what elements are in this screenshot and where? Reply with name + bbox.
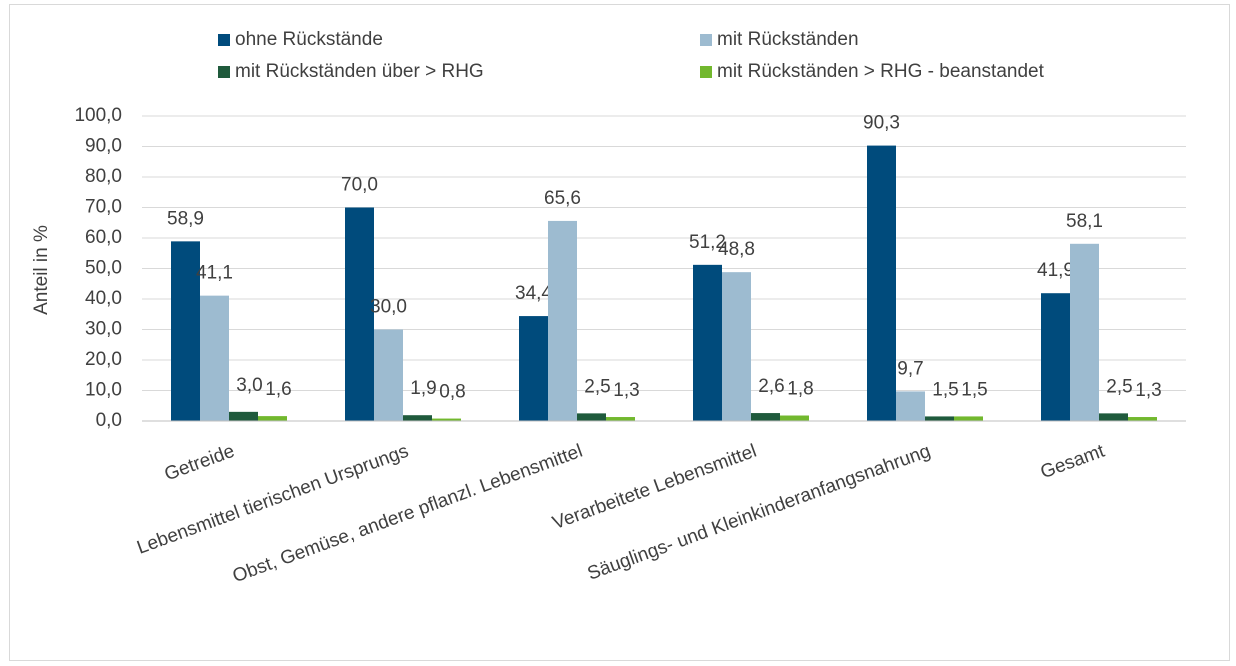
bar — [374, 329, 403, 421]
bar — [751, 413, 780, 421]
data-label: 58,9 — [167, 208, 204, 229]
bar — [867, 145, 896, 421]
y-tick-label: 70,0 — [85, 197, 122, 218]
data-label: 41,1 — [196, 263, 233, 284]
data-label: 48,8 — [718, 239, 755, 260]
bar — [403, 415, 432, 421]
data-label: 90,3 — [863, 113, 900, 134]
y-axis-label: Anteil in % — [31, 225, 52, 315]
y-tick-label: 0,0 — [96, 410, 122, 431]
bar — [1041, 293, 1070, 421]
data-label: 1,6 — [265, 379, 291, 400]
y-tick-label: 40,0 — [85, 288, 122, 309]
data-label: 2,6 — [758, 376, 784, 397]
data-label: 58,1 — [1066, 211, 1103, 232]
data-label: 1,5 — [932, 379, 958, 400]
bar — [229, 411, 258, 421]
y-tick-label: 10,0 — [85, 380, 122, 401]
legend-swatch — [218, 34, 230, 46]
bar — [519, 316, 548, 421]
data-label: 0,8 — [439, 382, 465, 403]
data-label: 1,3 — [1135, 380, 1161, 401]
data-label: 30,0 — [370, 297, 407, 318]
y-tick-label: 100,0 — [74, 105, 122, 126]
bar — [1099, 413, 1128, 421]
data-label: 1,9 — [410, 378, 436, 399]
legend-swatch — [700, 34, 712, 46]
data-label: 2,5 — [1106, 376, 1132, 397]
bar — [258, 416, 287, 421]
bar — [925, 416, 954, 421]
y-tick-label: 50,0 — [85, 258, 122, 279]
y-tick-label: 30,0 — [85, 319, 122, 340]
bar — [548, 220, 577, 421]
legend-label: ohne Rückstände — [235, 29, 383, 50]
bar — [693, 264, 722, 421]
data-label: 3,0 — [236, 375, 262, 396]
data-label: 34,4 — [515, 283, 552, 304]
y-tick-label: 20,0 — [85, 349, 122, 370]
data-label: 1,5 — [961, 379, 987, 400]
bar — [896, 391, 925, 421]
bar — [345, 207, 374, 421]
bar — [200, 295, 229, 421]
bar — [780, 415, 809, 421]
bar — [954, 416, 983, 421]
bar — [1128, 417, 1157, 421]
data-label: 70,0 — [341, 175, 378, 196]
data-label: 65,6 — [544, 188, 581, 209]
data-label: 41,9 — [1037, 260, 1074, 281]
data-label: 1,8 — [787, 379, 813, 400]
bar — [1070, 243, 1099, 421]
legend-swatch — [218, 66, 230, 78]
bar — [432, 418, 461, 421]
legend-label: mit Rückständen > RHG - beanstandet — [717, 61, 1045, 82]
data-label: 9,7 — [897, 358, 923, 379]
bar — [577, 413, 606, 421]
y-tick-label: 90,0 — [85, 136, 122, 157]
y-tick-label: 80,0 — [85, 166, 122, 187]
data-label: 51,2 — [689, 232, 726, 253]
bar — [606, 417, 635, 421]
legend-swatch — [700, 66, 712, 78]
legend-label: mit Rückständen — [717, 29, 859, 50]
data-label: 2,5 — [584, 376, 610, 397]
bar — [171, 241, 200, 421]
legend-label: mit Rückständen über > RHG — [235, 61, 484, 82]
bar — [722, 272, 751, 421]
data-label: 1,3 — [613, 380, 639, 401]
y-tick-label: 60,0 — [85, 227, 122, 248]
